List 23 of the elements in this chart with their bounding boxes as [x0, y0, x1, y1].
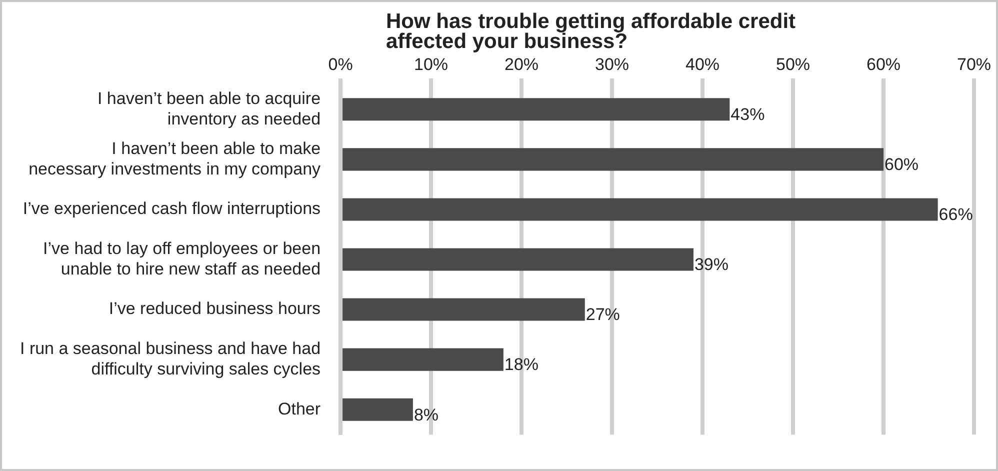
- y-tick-label: I’ve reduced business hours: [108, 299, 321, 318]
- x-tick-label: 40%: [686, 54, 720, 74]
- y-tick-label: I’ve had to lay off employees or been unable to hire new staff as needed: [43, 238, 321, 278]
- chart-title: How has trouble getting affordable credit affected your business?: [386, 10, 796, 53]
- x-tick-label: 60%: [866, 54, 901, 74]
- data-label: 43%: [730, 105, 765, 124]
- x-tick-label: 0%: [328, 54, 353, 74]
- data-label: 39%: [694, 255, 728, 274]
- y-tick-label: I haven’t been able to make necessary investments in my company: [28, 138, 322, 178]
- x-tick-label: 10%: [414, 54, 448, 74]
- y-tick-label: I’ve experienced cash flow interruptions: [22, 199, 321, 218]
- x-tick-label: 30%: [595, 54, 630, 74]
- y-tick-label: I run a seasonal business and have had difficulty surviving sales cycles: [20, 339, 321, 378]
- data-label: 18%: [504, 355, 538, 374]
- data-label: 27%: [586, 305, 620, 324]
- x-tick-label: 70%: [956, 54, 992, 74]
- x-tick-label: 50%: [776, 54, 810, 74]
- data-label: 60%: [884, 155, 919, 174]
- x-tick-label: 20%: [504, 54, 539, 74]
- y-tick-label: Other: [278, 399, 321, 418]
- data-label: 66%: [938, 205, 973, 224]
- data-label: 8%: [414, 405, 439, 424]
- y-tick-label: I haven’t been able to acquire inventory as needed: [97, 88, 321, 128]
